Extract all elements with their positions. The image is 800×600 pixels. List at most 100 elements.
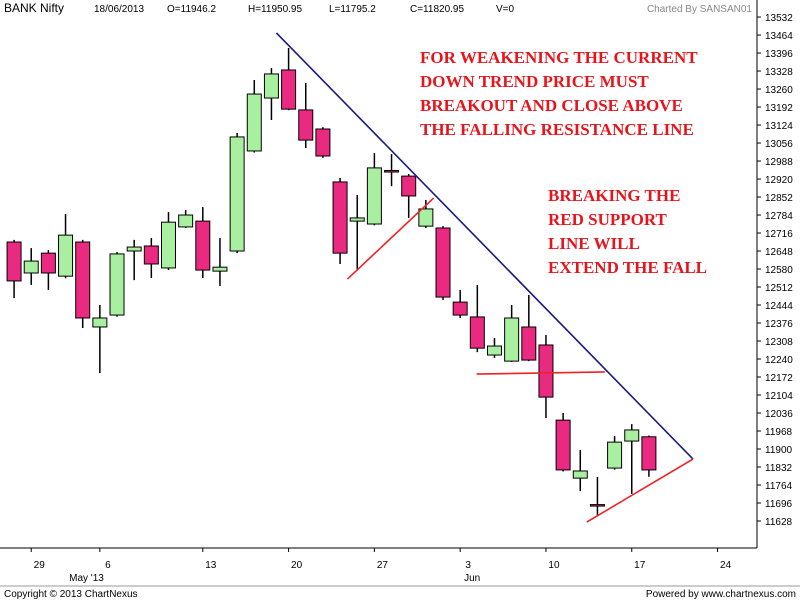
y-tick-label: 12240	[765, 355, 793, 366]
header-date: 18/06/2013	[94, 4, 144, 15]
y-tick-label: 12852	[765, 193, 793, 204]
y-tick-label: 12784	[765, 211, 793, 222]
candle-body	[143, 245, 159, 265]
y-tick-label: 12648	[765, 247, 793, 258]
annotation-line: RED SUPPORT	[548, 210, 668, 229]
candle-body	[435, 227, 451, 298]
candle-body	[298, 109, 314, 141]
candle-body	[589, 504, 605, 507]
candle-body	[263, 73, 279, 99]
candle-body	[418, 208, 434, 227]
candle-body	[195, 220, 211, 271]
month-label: May '13	[69, 573, 104, 584]
candle-body	[40, 252, 56, 274]
candle-body	[538, 344, 554, 398]
candle-body	[212, 266, 228, 272]
candle-body	[23, 260, 39, 274]
candle-body	[572, 470, 588, 479]
candle-body	[641, 436, 657, 471]
y-tick-label: 11696	[765, 499, 793, 510]
y-tick-label: 12172	[765, 373, 793, 384]
candle-body	[349, 217, 365, 222]
x-tick-label: 20	[291, 560, 303, 571]
candle-body	[58, 234, 74, 277]
annotation-line: LINE WILL	[548, 234, 640, 253]
annotation-line: DOWN TREND PRICE MUST	[420, 72, 649, 91]
y-tick-label: 13328	[765, 67, 793, 78]
x-tick-label: 13	[205, 560, 217, 571]
y-tick-label: 13464	[765, 31, 793, 42]
x-tick-label: 29	[34, 560, 46, 571]
candle-body	[452, 301, 468, 316]
candle-body	[384, 170, 400, 173]
annotation-line: FOR WEAKENING THE CURRENT	[420, 48, 698, 67]
candle-body	[6, 241, 22, 282]
candle-body	[178, 214, 194, 228]
y-tick-label: 13056	[765, 139, 793, 150]
y-tick-label: 12308	[765, 337, 793, 348]
x-tick-label: 3	[465, 560, 471, 571]
header-low: L=11795.2	[329, 4, 376, 15]
candle-body	[366, 167, 382, 225]
candle-body	[109, 253, 125, 316]
x-tick-label: 27	[377, 560, 389, 571]
x-tick-label: 24	[720, 560, 732, 571]
candle-body	[332, 181, 348, 254]
candle-body	[315, 128, 331, 157]
y-tick-label: 12920	[765, 175, 793, 186]
y-tick-label: 11900	[765, 445, 793, 456]
candle-body	[92, 317, 108, 328]
candle-body	[75, 241, 91, 319]
y-tick-label: 12444	[765, 301, 793, 312]
candle-body	[281, 69, 297, 110]
candle-body	[607, 441, 623, 469]
trend-line	[476, 371, 605, 375]
month-label: Jun	[464, 573, 480, 584]
candle-body	[504, 317, 520, 362]
header-high: H=11950.95	[248, 4, 302, 15]
y-tick-label: 11968	[765, 427, 793, 438]
x-tick-label: 17	[634, 560, 646, 571]
y-tick-label: 11764	[765, 481, 793, 492]
candle-body	[401, 175, 417, 197]
credit: Charted By SANSAN01	[647, 4, 752, 15]
chart-title: BANK Nifty	[4, 1, 64, 15]
annotation-line: THE FALLING RESISTANCE LINE	[420, 120, 694, 139]
y-tick-label: 11832	[765, 463, 793, 474]
trend-line	[586, 458, 694, 523]
annotation-line: BREAKING THE	[548, 186, 680, 205]
y-tick-label: 12104	[765, 391, 793, 402]
y-tick-label: 13532	[765, 13, 793, 24]
candle-body	[246, 93, 262, 152]
trend-line	[275, 32, 694, 460]
y-tick-label: 12376	[765, 319, 793, 330]
annotation-line: EXTEND THE FALL	[548, 258, 707, 277]
y-tick-label: 11628	[765, 517, 793, 528]
header-open: O=11946.2	[167, 4, 216, 15]
y-tick-label: 13124	[765, 121, 793, 132]
candle-body	[126, 246, 142, 252]
y-tick-label: 13396	[765, 49, 793, 60]
trend-line	[346, 197, 435, 280]
y-tick-label: 13192	[765, 103, 793, 114]
candle-body	[160, 221, 176, 269]
footer-left: Copyright © 2013 ChartNexus	[4, 589, 138, 600]
header-volume: V=0	[496, 4, 515, 15]
annotation-line: BREAKOUT AND CLOSE ABOVE	[420, 96, 683, 115]
candle-body	[521, 326, 537, 361]
y-tick-label: 12512	[765, 283, 793, 294]
footer-right: Powered by www.chartnexus.com	[646, 589, 796, 600]
y-tick-label: 12988	[765, 157, 793, 168]
candle-body	[486, 345, 502, 356]
y-tick-label: 12716	[765, 229, 793, 240]
y-tick-label: 12036	[765, 409, 793, 420]
header-close: C=11820.95	[410, 4, 464, 15]
y-tick-label: 12580	[765, 265, 793, 276]
candle-body	[229, 136, 245, 252]
y-tick-label: 13260	[765, 85, 793, 96]
x-tick-label: 10	[548, 560, 560, 571]
candle-body	[555, 419, 571, 471]
candle-body	[469, 316, 485, 349]
